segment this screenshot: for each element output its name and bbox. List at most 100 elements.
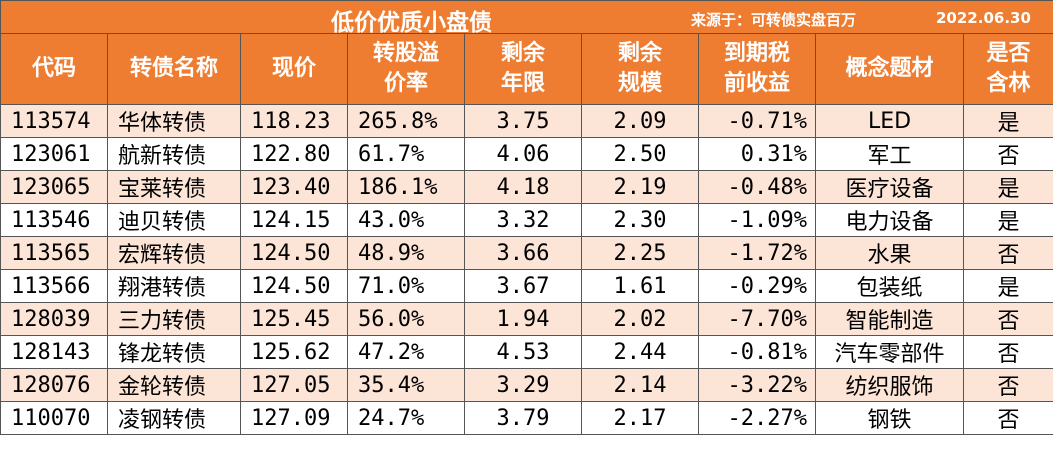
- cell-lin: 否: [962, 137, 1053, 171]
- table-row: 113546 迪贝转债 124.15 43.0% 3.32 2.30 -1.09% 电力设备是: [0, 203, 1053, 237]
- cell-premium: 24.7%: [347, 401, 465, 435]
- cell-yield: -2.27%: [698, 401, 816, 435]
- cell-code: 128076: [0, 368, 108, 402]
- cell-concept: 智能制造: [815, 302, 964, 336]
- cell-concept: 军工: [815, 137, 964, 171]
- header-years: 剩余 年限: [464, 33, 582, 105]
- cell-premium: 35.4%: [347, 368, 465, 402]
- cell-name: 宝莱转债: [107, 170, 241, 204]
- cell-code: 128143: [0, 335, 108, 369]
- cell-name: 锋龙转债: [107, 335, 241, 369]
- cell-premium: 43.0%: [347, 203, 465, 237]
- cell-premium: 56.0%: [347, 302, 465, 336]
- cell-concept: 钢铁: [815, 401, 964, 435]
- cell-yield: -0.29%: [698, 269, 816, 303]
- cell-premium: 48.9%: [347, 236, 465, 270]
- title-row: 低价优质小盘债 来源于：可转债实盘百万 2022.06.30: [0, 0, 1053, 34]
- cell-years: 4.53: [464, 335, 582, 369]
- table-row: 113574 华体转债 118.23 265.8% 3.75 2.09 -0.71% LED 是: [0, 104, 1053, 138]
- table-row: 113566 翔港转债 124.50 71.0% 3.67 1.61 -0.29% 包装纸是: [0, 269, 1053, 303]
- cell-scale: 2.25: [581, 236, 699, 270]
- cell-code: 110070: [0, 401, 108, 435]
- cell-lin: 否: [962, 368, 1053, 402]
- cell-name: 宏辉转债: [107, 236, 241, 270]
- cell-years: 3.66: [464, 236, 582, 270]
- cell-yield: -1.09%: [698, 203, 816, 237]
- cell-scale: 2.30: [581, 203, 699, 237]
- cell-price: 125.62: [240, 335, 348, 369]
- cell-name: 翔港转债: [107, 269, 241, 303]
- cell-lin: 否: [962, 302, 1053, 336]
- cell-years: 3.79: [464, 401, 582, 435]
- date-label: 2022.06.30: [936, 9, 1031, 27]
- cell-code: 128039: [0, 302, 108, 336]
- cell-price: 124.15: [240, 203, 348, 237]
- cell-premium: 265.8%: [347, 104, 465, 138]
- table-row: 128039 三力转债 125.45 56.0% 1.94 2.02 -7.70% 智能制造否: [0, 302, 1053, 336]
- table-row: 110070 凌钢转债 127.09 24.7% 3.79 2.17 -2.27% 钢铁否: [0, 401, 1053, 435]
- cell-years: 3.32: [464, 203, 582, 237]
- title-cell: 低价优质小盘债 来源于：可转债实盘百万 2022.06.30: [0, 0, 1053, 34]
- cell-code: 113574: [0, 104, 108, 138]
- cell-lin: 是: [962, 203, 1053, 237]
- cell-price: 123.40: [240, 170, 348, 204]
- cell-yield: -3.22%: [698, 368, 816, 402]
- header-premium: 转股溢 价率: [347, 33, 465, 105]
- cell-price: 118.23: [240, 104, 348, 138]
- cell-years: 1.94: [464, 302, 582, 336]
- cell-lin: 是: [962, 269, 1053, 303]
- cell-code: 123065: [0, 170, 108, 204]
- cell-code: 123061: [0, 137, 108, 171]
- table-row: 113565 宏辉转债 124.50 48.9% 3.66 2.25 -1.72% 水果否: [0, 236, 1053, 270]
- cell-scale: 2.14: [581, 368, 699, 402]
- cell-concept: 纺织服饰: [815, 368, 964, 402]
- cell-price: 127.09: [240, 401, 348, 435]
- cell-years: 3.29: [464, 368, 582, 402]
- cell-yield: -0.81%: [698, 335, 816, 369]
- cell-yield: 0.31%: [698, 137, 816, 171]
- cell-lin: 否: [962, 335, 1053, 369]
- cell-scale: 2.02: [581, 302, 699, 336]
- cell-lin: 是: [962, 104, 1053, 138]
- cell-name: 华体转债: [107, 104, 241, 138]
- cell-lin: 否: [962, 236, 1053, 270]
- cell-name: 凌钢转债: [107, 401, 241, 435]
- header-name: 转债名称: [107, 33, 241, 105]
- cell-concept: 汽车零部件: [815, 335, 964, 369]
- cell-price: 124.50: [240, 236, 348, 270]
- cell-lin: 否: [962, 401, 1053, 435]
- cell-concept: 电力设备: [815, 203, 964, 237]
- cell-concept: 医疗设备: [815, 170, 964, 204]
- cell-concept: 包装纸: [815, 269, 964, 303]
- cell-scale: 1.61: [581, 269, 699, 303]
- cell-price: 127.05: [240, 368, 348, 402]
- header-yield: 到期税 前收益: [698, 33, 816, 105]
- cell-lin: 是: [962, 170, 1053, 204]
- cell-name: 三力转债: [107, 302, 241, 336]
- cell-yield: -0.48%: [698, 170, 816, 204]
- cell-years: 3.67: [464, 269, 582, 303]
- cell-years: 3.75: [464, 104, 582, 138]
- bond-table: 低价优质小盘债 来源于：可转债实盘百万 2022.06.30 代码 转债名称 现…: [0, 0, 1053, 435]
- cell-scale: 2.50: [581, 137, 699, 171]
- header-scale: 剩余 规模: [581, 33, 699, 105]
- cell-yield: -0.71%: [698, 104, 816, 138]
- cell-price: 122.80: [240, 137, 348, 171]
- header-lin: 是否 含林: [962, 33, 1053, 105]
- cell-scale: 2.19: [581, 170, 699, 204]
- cell-name: 迪贝转债: [107, 203, 241, 237]
- header-row: 代码 转债名称 现价 转股溢 价率 剩余 年限 剩余 规模 到期税 前收益 概念题材 是…: [0, 33, 1053, 105]
- cell-scale: 2.09: [581, 104, 699, 138]
- header-code: 代码: [0, 33, 108, 105]
- cell-yield: -7.70%: [698, 302, 816, 336]
- cell-premium: 71.0%: [347, 269, 465, 303]
- cell-concept: LED: [815, 104, 964, 138]
- cell-price: 125.45: [240, 302, 348, 336]
- cell-scale: 2.17: [581, 401, 699, 435]
- cell-premium: 61.7%: [347, 137, 465, 171]
- table-row: 128076 金轮转债 127.05 35.4% 3.29 2.14 -3.22% 纺织服饰否: [0, 368, 1053, 402]
- cell-years: 4.18: [464, 170, 582, 204]
- cell-yield: -1.72%: [698, 236, 816, 270]
- table-row: 128143 锋龙转债 125.62 47.2% 4.53 2.44 -0.81% 汽车零部件…: [0, 335, 1053, 369]
- table-body: 113574 华体转债 118.23 265.8% 3.75 2.09 -0.71% LED 是…: [0, 104, 1053, 435]
